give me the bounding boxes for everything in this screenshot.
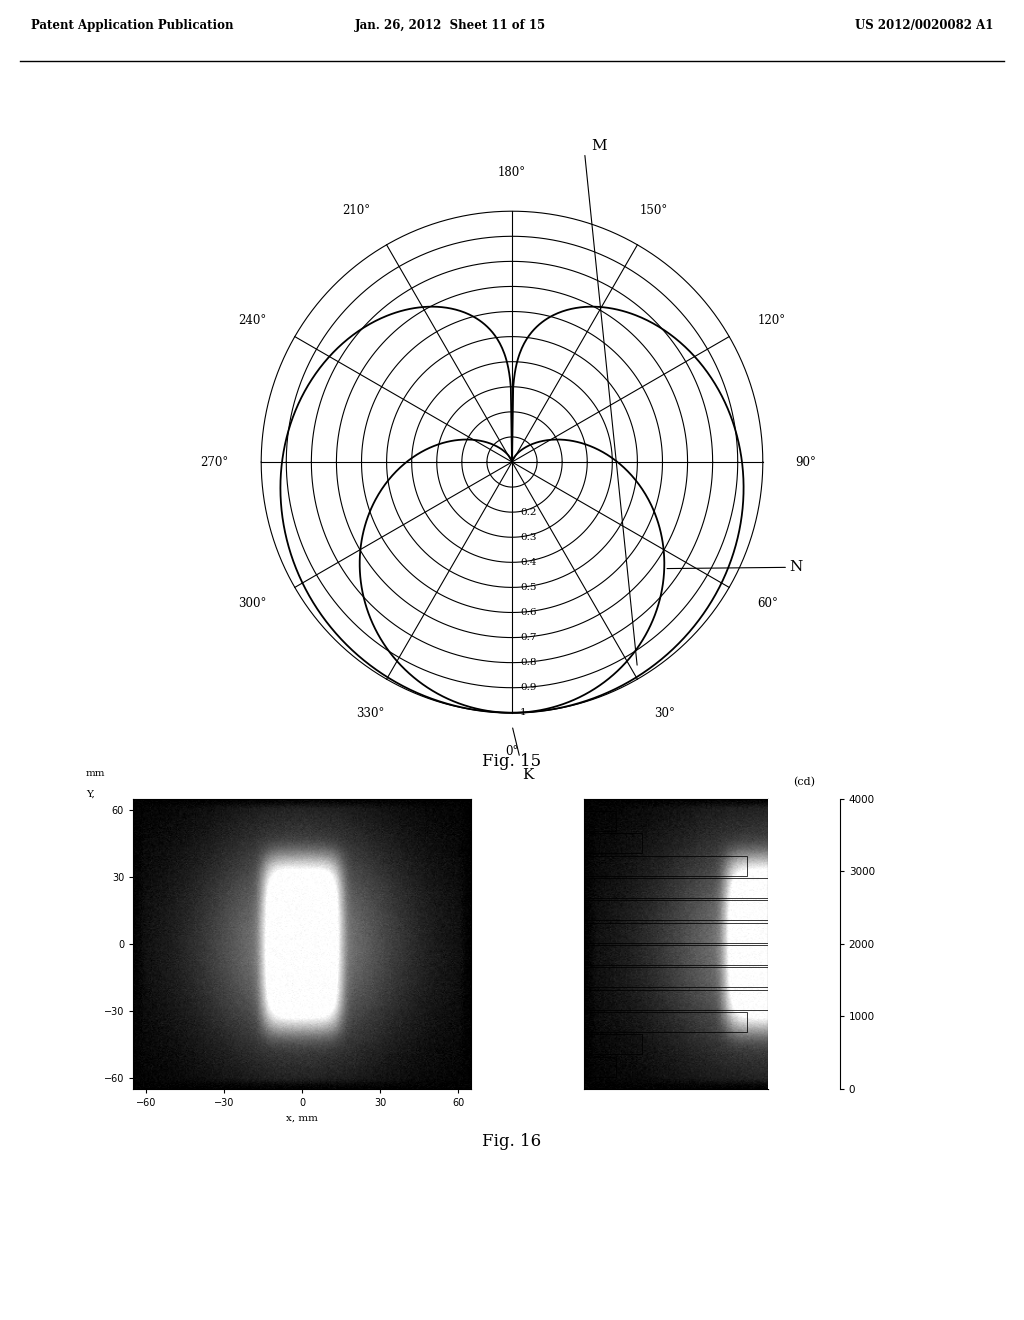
Text: 180°: 180° (498, 165, 526, 178)
Text: 1: 1 (520, 709, 526, 717)
Text: Fig. 15: Fig. 15 (482, 754, 542, 770)
Text: 120°: 120° (758, 314, 785, 327)
Bar (584, 1012, 748, 1032)
Bar (584, 878, 768, 898)
Bar (584, 810, 615, 832)
Bar (584, 900, 768, 920)
Text: 0.7: 0.7 (520, 634, 537, 642)
Bar (584, 1035, 642, 1055)
Text: 0.3: 0.3 (520, 533, 537, 541)
Text: Patent Application Publication: Patent Application Publication (31, 20, 233, 32)
Text: 30°: 30° (653, 708, 675, 721)
Text: 0.6: 0.6 (520, 609, 537, 616)
Text: 150°: 150° (640, 203, 668, 216)
Text: 330°: 330° (356, 708, 384, 721)
Text: 0.5: 0.5 (520, 583, 537, 591)
Text: 60°: 60° (758, 597, 778, 610)
Text: 0.4: 0.4 (520, 558, 537, 566)
Bar (584, 968, 768, 987)
Text: M: M (591, 139, 607, 153)
Bar (584, 990, 768, 1010)
Text: Jan. 26, 2012  Sheet 11 of 15: Jan. 26, 2012 Sheet 11 of 15 (355, 20, 546, 32)
Text: 0.8: 0.8 (520, 659, 537, 667)
Bar (584, 833, 642, 853)
Text: 240°: 240° (239, 314, 266, 327)
Text: (cd): (cd) (793, 776, 815, 787)
Text: 0.9: 0.9 (520, 684, 537, 692)
Text: 0.2: 0.2 (520, 508, 537, 516)
Bar (584, 1056, 615, 1077)
Text: Fig. 16: Fig. 16 (482, 1134, 542, 1150)
Text: N: N (790, 560, 803, 574)
Text: mm: mm (86, 770, 105, 779)
Text: 300°: 300° (239, 597, 266, 610)
X-axis label: x, mm: x, mm (286, 1114, 318, 1122)
Text: 210°: 210° (342, 203, 371, 216)
Text: US 2012/0020082 A1: US 2012/0020082 A1 (855, 20, 993, 32)
Text: 270°: 270° (201, 455, 228, 469)
Text: K: K (522, 768, 534, 781)
Text: 90°: 90° (796, 455, 816, 469)
Bar (584, 945, 768, 965)
Text: 0°: 0° (505, 746, 519, 759)
Text: Y,: Y, (86, 789, 94, 799)
Bar (584, 923, 768, 942)
Bar (584, 855, 748, 875)
